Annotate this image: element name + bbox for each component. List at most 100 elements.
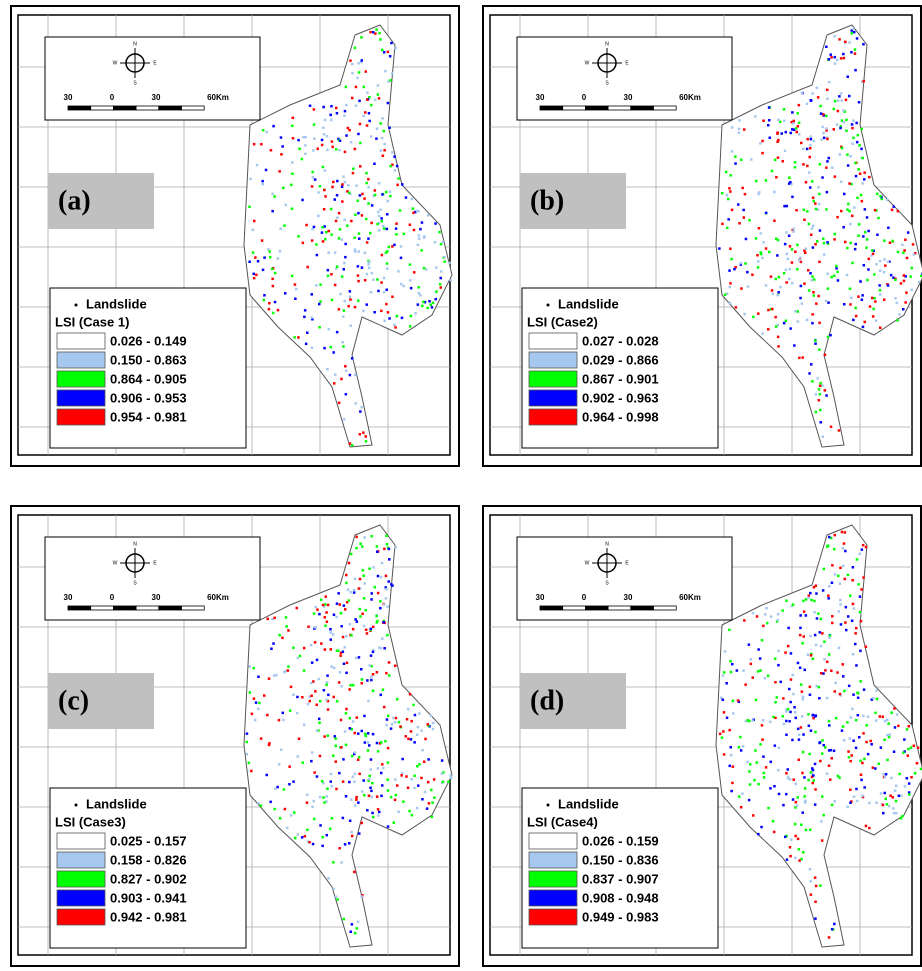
lsi-pixel xyxy=(388,558,391,561)
scale-segment xyxy=(539,105,564,111)
lsi-pixel xyxy=(357,755,361,759)
lsi-pixel xyxy=(381,154,385,157)
lsi-pixel xyxy=(393,155,396,158)
lsi-pixel xyxy=(293,336,296,339)
lsi-pixel xyxy=(389,727,393,730)
lsi-pixel xyxy=(830,803,834,807)
lsi-pixel xyxy=(421,304,424,308)
lsi-pixel xyxy=(871,252,875,256)
lsi-pixel xyxy=(887,804,891,808)
lsi-pixel xyxy=(759,669,762,672)
lsi-pixel xyxy=(839,180,843,183)
lsi-pixel xyxy=(359,141,362,145)
label-box xyxy=(520,673,626,729)
lsi-pixel xyxy=(335,649,339,652)
lsi-pixel xyxy=(401,757,404,761)
lsi-pixel xyxy=(295,606,298,610)
lsi-pixel xyxy=(832,749,836,752)
lsi-pixel xyxy=(297,138,300,142)
lsi-pixel xyxy=(344,608,347,611)
legend-range: 0.903 - 0.941 xyxy=(110,890,187,905)
lsi-pixel xyxy=(363,794,366,797)
lsi-pixel xyxy=(800,141,803,145)
lsi-pixel xyxy=(318,326,321,329)
lsi-pixel xyxy=(342,662,346,665)
lsi-pixel xyxy=(830,166,834,169)
lsi-pixel xyxy=(767,124,770,127)
lsi-pixel xyxy=(802,208,805,212)
lsi-pixel xyxy=(911,243,915,246)
lsi-pixel xyxy=(361,612,364,615)
lsi-pixel xyxy=(799,296,802,300)
lsi-pixel xyxy=(279,227,282,231)
lsi-pixel xyxy=(410,197,414,201)
lsi-pixel xyxy=(726,226,729,230)
lsi-pixel xyxy=(379,600,382,603)
lsi-pixel xyxy=(858,552,861,556)
lsi-pixel xyxy=(329,648,332,651)
lsi-pixel xyxy=(812,779,815,782)
lsi-pixel xyxy=(846,246,849,250)
lsi-pixel xyxy=(845,273,849,277)
lsi-pixel xyxy=(767,308,770,312)
lsi-pixel xyxy=(761,139,764,143)
lsi-pixel xyxy=(722,753,726,756)
scale-label: 0 xyxy=(110,93,115,102)
lsi-pixel xyxy=(380,741,383,744)
lsi-pixel xyxy=(817,186,820,189)
lsi-pixel xyxy=(324,595,327,598)
lsi-pixel xyxy=(262,298,266,302)
lsi-pixel xyxy=(908,793,911,796)
lsi-pixel xyxy=(730,789,733,793)
lsi-pixel xyxy=(800,857,803,861)
lsi-pixel xyxy=(893,726,897,729)
lsi-pixel xyxy=(763,677,767,680)
lsi-pixel xyxy=(320,642,323,645)
lsi-pixel xyxy=(369,758,373,761)
lsi-pixel xyxy=(332,351,335,354)
lsi-pixel xyxy=(343,730,347,733)
lsi-pixel xyxy=(248,260,251,263)
lsi-pixel xyxy=(776,238,780,242)
lsi-pixel xyxy=(370,598,373,601)
lsi-pixel xyxy=(370,103,373,107)
lsi-pixel xyxy=(893,789,897,792)
lsi-pixel xyxy=(769,787,772,790)
lsi-pixel xyxy=(306,793,309,796)
lsi-pixel xyxy=(394,546,397,549)
lsi-pixel xyxy=(386,633,389,637)
lsi-pixel xyxy=(805,318,809,322)
lsi-pixel xyxy=(343,218,346,222)
lsi-pixel xyxy=(796,727,800,731)
lsi-pixel xyxy=(739,735,742,739)
lsi-pixel xyxy=(837,429,841,432)
lsi-pixel xyxy=(378,810,381,814)
lsi-pixel xyxy=(810,775,814,779)
lsi-pixel xyxy=(768,250,771,254)
lsi-pixel xyxy=(720,736,724,739)
lsi-pixel xyxy=(788,176,791,179)
lsi-pixel xyxy=(842,675,845,678)
lsi-pixel xyxy=(855,121,858,125)
lsi-pixel xyxy=(323,346,326,350)
lsi-pixel xyxy=(751,273,754,276)
lsi-pixel xyxy=(363,582,366,585)
lsi-pixel xyxy=(773,744,777,747)
lsi-pixel xyxy=(310,316,313,319)
lsi-pixel xyxy=(318,795,322,799)
lsi-pixel xyxy=(807,596,810,600)
lsi-pixel xyxy=(439,270,443,273)
lsi-pixel xyxy=(341,780,345,783)
lsi-pixel xyxy=(804,181,808,184)
lsi-pixel xyxy=(737,746,741,749)
lsi-pixel xyxy=(790,183,793,186)
lsi-pixel xyxy=(861,325,865,329)
lsi-pixel xyxy=(829,53,832,56)
lsi-pixel xyxy=(364,734,368,738)
lsi-pixel xyxy=(761,151,764,155)
lsi-pixel xyxy=(838,692,842,696)
lsi-pixel xyxy=(744,262,747,265)
lsi-pixel xyxy=(807,222,811,226)
lsi-pixel xyxy=(306,828,309,832)
lsi-pixel xyxy=(271,267,274,271)
